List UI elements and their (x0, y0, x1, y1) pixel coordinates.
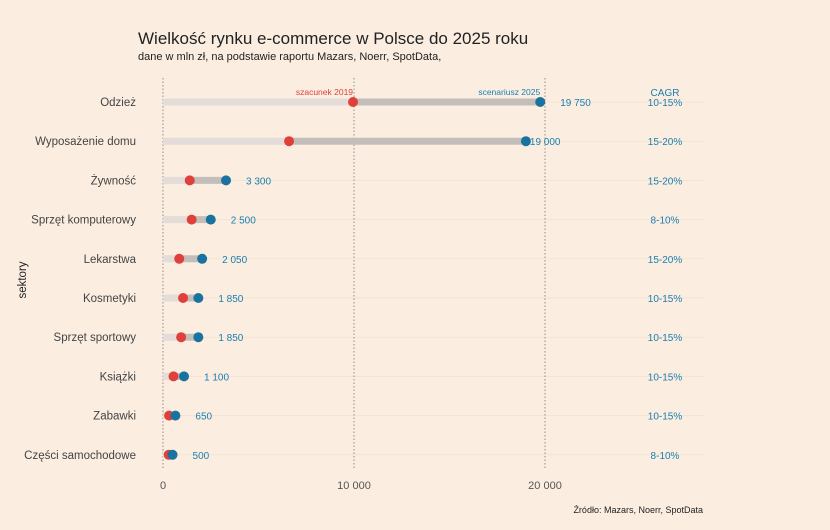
category-label: Lekarstwa (84, 254, 137, 266)
cagr-value: 10-15% (648, 294, 683, 305)
point-2019 (168, 371, 179, 382)
value-label-2025: 1 100 (204, 372, 229, 383)
point-2025 (193, 293, 204, 303)
value-label-2025: 1 850 (218, 333, 243, 344)
value-label-2025: 19 000 (530, 137, 561, 148)
value-label-2025: 500 (193, 451, 210, 462)
point-2025 (205, 214, 216, 225)
x-tick-label: 20 000 (528, 480, 562, 492)
point-2019 (178, 293, 189, 303)
point-2025 (179, 371, 190, 382)
point-2019 (176, 332, 187, 343)
point-2019 (174, 253, 185, 264)
cagr-value: 8-10% (651, 451, 680, 462)
cagr-value: 10-15% (648, 98, 683, 109)
point-2025 (520, 136, 531, 147)
point-2025 (535, 97, 546, 107)
cagr-value: 10-15% (648, 372, 683, 383)
category-label: Wyposażenie domu (35, 136, 136, 148)
cagr-header: CAGR (651, 88, 680, 99)
cagr-value: 15-20% (648, 137, 683, 148)
cagr-value: 10-15% (648, 333, 683, 344)
point-2019 (284, 136, 295, 147)
cagr-value: 15-20% (648, 176, 683, 187)
category-label: Sprzęt komputerowy (31, 215, 136, 227)
chart-title: Wielkość rynku e-commerce w Polsce do 20… (138, 29, 528, 48)
legend-label-2019: szacunek 2019 (296, 87, 353, 97)
point-2025 (221, 175, 232, 186)
value-label-2025: 2 050 (222, 255, 247, 266)
category-label: Części samochodowe (24, 450, 136, 462)
value-label-2025: 1 850 (218, 294, 243, 305)
y-axis-title: sektory (17, 261, 29, 298)
category-label: Sprzęt sportowy (54, 332, 137, 344)
category-label: Zabawki (93, 411, 136, 423)
plot-area: 0 10 000 20 000 szacunek 2019 scenariusz 202… (24, 78, 705, 492)
point-2025 (193, 332, 204, 343)
point-2025 (167, 449, 178, 460)
x-tick-label: 10 000 (337, 480, 371, 492)
source-note: Źródło: Mazars, Noerr, SpotData (573, 505, 703, 515)
category-label: Kosmetyki (83, 293, 136, 305)
point-2019 (184, 175, 195, 186)
cagr-value: 10-15% (648, 412, 683, 423)
point-2019 (186, 214, 197, 225)
legend-label-2025: scenariusz 2025 (478, 87, 540, 97)
point-2025 (197, 253, 208, 264)
value-label-2025: 19 750 (560, 98, 591, 109)
category-label: Książki (100, 371, 136, 383)
value-label-2025: 2 500 (231, 216, 256, 227)
point-2025 (170, 410, 181, 421)
chart-subtitle: dane w mln zł, na podstawie raportu Maza… (138, 51, 441, 63)
point-2019 (348, 97, 359, 107)
cagr-value: 8-10% (651, 216, 680, 227)
cagr-value: 15-20% (648, 255, 683, 266)
value-label-2025: 3 300 (246, 176, 271, 187)
category-label: Żywność (91, 174, 137, 187)
category-label: Odzież (100, 97, 136, 109)
x-tick-label: 0 (160, 480, 166, 492)
value-label-2025: 650 (195, 412, 212, 423)
